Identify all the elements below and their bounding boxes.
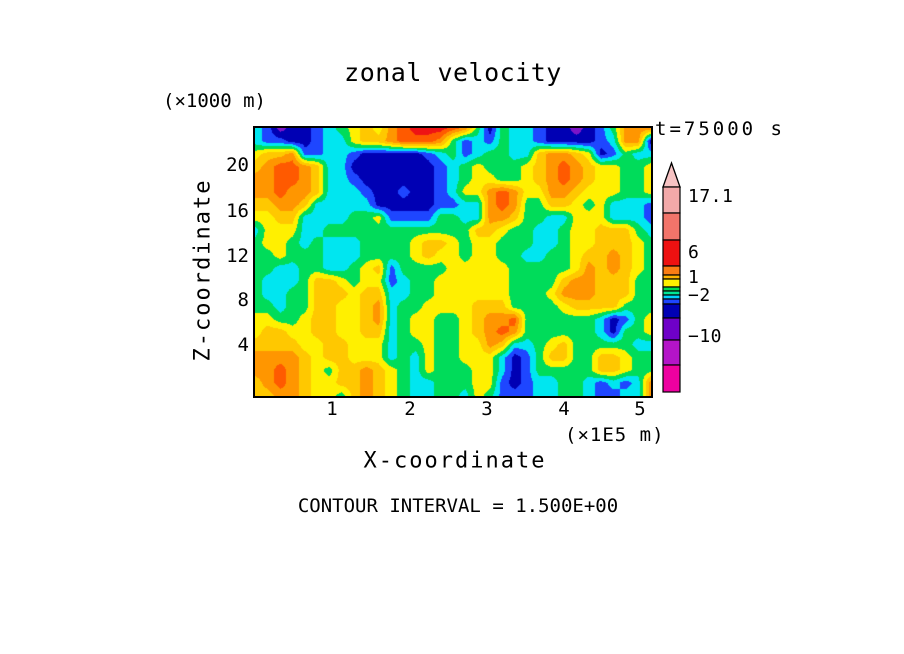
x-tick-label: 4 <box>558 398 570 420</box>
x-tick-label: 2 <box>404 398 416 420</box>
y-tick-label: 8 <box>237 289 249 311</box>
y-axis-title: Z-coordinate <box>190 178 216 362</box>
colorbar-band <box>662 278 681 288</box>
colorbar-band <box>662 274 681 280</box>
colorbar-band <box>662 317 681 341</box>
x-tick-label: 1 <box>326 398 338 420</box>
colorbar-band <box>662 186 681 214</box>
y-tick-label: 16 <box>226 200 249 222</box>
colorbar-label: −2 <box>688 285 711 306</box>
y-axis-tick-labels: 20 16 12 8 4 <box>195 0 249 400</box>
colorbar-band <box>662 290 681 296</box>
colorbar-tip <box>662 161 681 188</box>
colorbar-band <box>662 265 681 276</box>
colorbar-label: 17.1 <box>688 186 734 207</box>
y-axis-units-label: (×1000 m) <box>163 90 266 112</box>
colorbar-label: 1 <box>688 267 700 288</box>
colorbar-band <box>662 364 681 393</box>
x-axis-units-label: (×1E5 m) <box>565 424 665 446</box>
colorbar-band <box>662 286 681 292</box>
colorbar-band <box>662 339 681 366</box>
y-tick-label: 4 <box>237 334 249 356</box>
plot-frame <box>253 126 653 398</box>
colorbar-label: −10 <box>688 326 723 347</box>
x-axis-title: X-coordinate <box>363 448 547 474</box>
contour-interval-caption: CONTOUR INTERVAL = 1.500E+00 <box>297 495 619 517</box>
colorbar <box>662 161 681 393</box>
y-tick-label: 12 <box>226 245 249 267</box>
colorbar-band <box>662 303 681 319</box>
chart-title: zonal velocity <box>344 58 562 87</box>
colorbar-band <box>662 239 681 267</box>
time-annotation: t=75000 s <box>655 118 785 140</box>
contour-field-canvas <box>255 128 651 396</box>
colorbar-label: 6 <box>688 242 700 263</box>
colorbar-band <box>662 212 681 241</box>
colorbar-band <box>662 298 681 305</box>
x-tick-label: 5 <box>634 398 646 420</box>
y-tick-label: 20 <box>226 154 249 176</box>
x-tick-label: 3 <box>481 398 493 420</box>
colorbar-band <box>662 294 681 300</box>
x-axis-tick-labels: 1 2 3 4 5 <box>0 398 904 422</box>
